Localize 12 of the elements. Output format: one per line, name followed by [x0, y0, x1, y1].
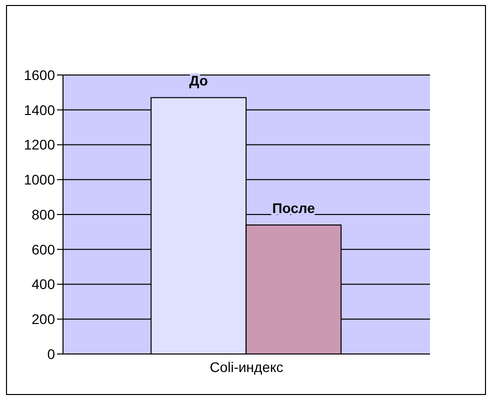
series-label: После [272, 200, 316, 216]
y-tick-label: 1400 [24, 102, 56, 118]
y-tick-label: 1600 [24, 66, 56, 83]
y-tick-label: 200 [32, 311, 56, 328]
y-tick-label: 1000 [24, 172, 56, 188]
y-tick-label: 1200 [24, 136, 56, 153]
y-tick-label: 600 [32, 241, 56, 258]
series-label: До [189, 72, 208, 89]
x-tick-label: Coli-индекс [210, 358, 284, 375]
y-tick-label: 800 [32, 206, 56, 222]
y-tick-label: 400 [32, 276, 56, 292]
y-tick-label: 0 [47, 346, 56, 362]
